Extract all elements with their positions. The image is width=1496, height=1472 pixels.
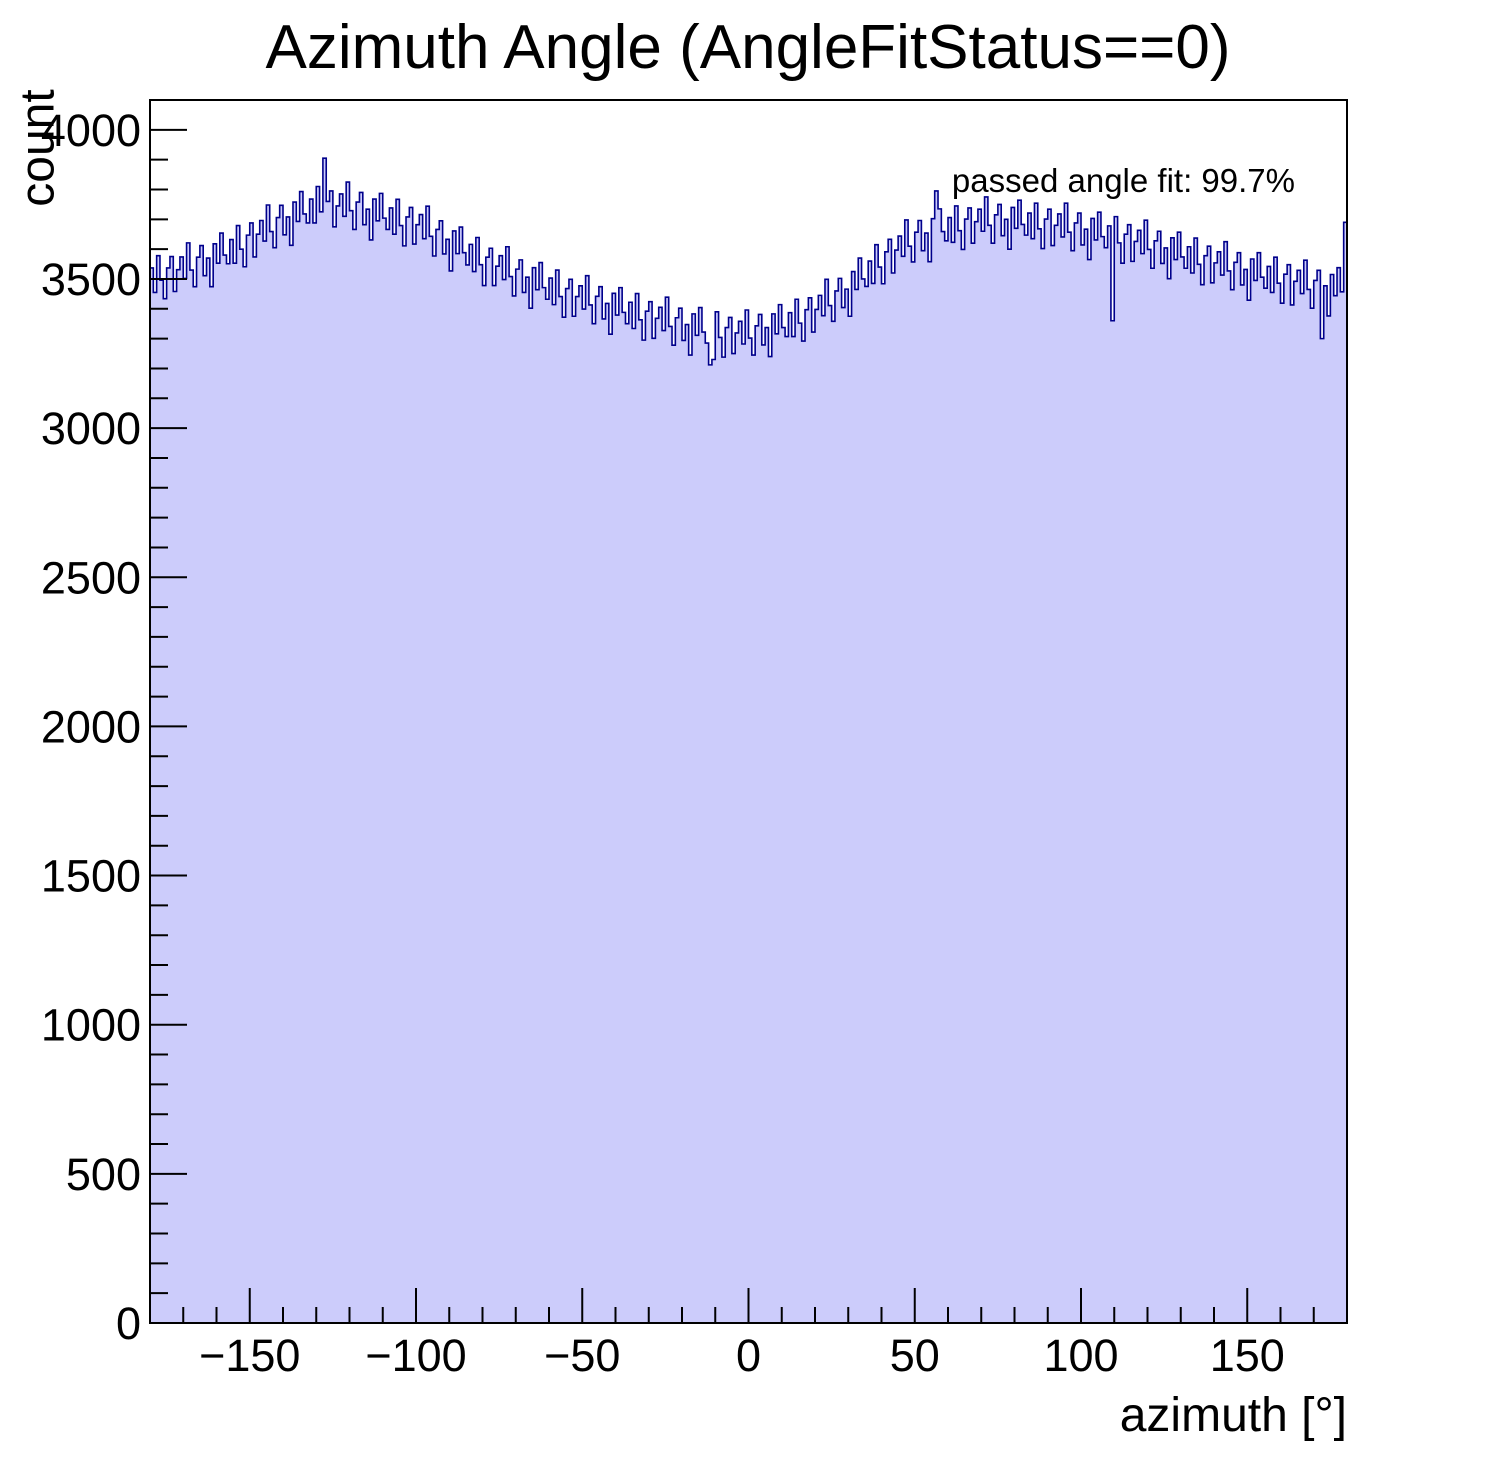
x-axis-title: azimuth [°] xyxy=(1119,1389,1347,1442)
y-tick-label: 0 xyxy=(116,1298,141,1349)
x-tick-label: 100 xyxy=(1043,1330,1118,1381)
histogram-fill xyxy=(150,158,1347,1323)
x-tick-label: −50 xyxy=(544,1330,620,1381)
y-tick-label: 3500 xyxy=(41,254,141,305)
x-tick-label: 50 xyxy=(890,1330,940,1381)
y-tick-label: 3000 xyxy=(41,403,141,454)
y-tick-label: 2000 xyxy=(41,701,141,752)
y-tick-label: 4000 xyxy=(41,105,141,156)
y-tick-label: 500 xyxy=(66,1149,141,1200)
y-tick-label: 2500 xyxy=(41,552,141,603)
chart-title: Azimuth Angle (AngleFitStatus==0) xyxy=(265,13,1231,82)
histogram-outline xyxy=(149,157,1348,1323)
x-tick-label: 0 xyxy=(736,1330,761,1381)
x-tick-label: 150 xyxy=(1210,1330,1285,1381)
x-tick-label: −100 xyxy=(365,1330,466,1381)
x-tick-label: −150 xyxy=(199,1330,300,1381)
y-tick-label: 1000 xyxy=(41,1000,141,1051)
y-tick-label: 1500 xyxy=(41,851,141,902)
passed-angle-fit-label: passed angle fit: 99.7% xyxy=(951,162,1295,199)
